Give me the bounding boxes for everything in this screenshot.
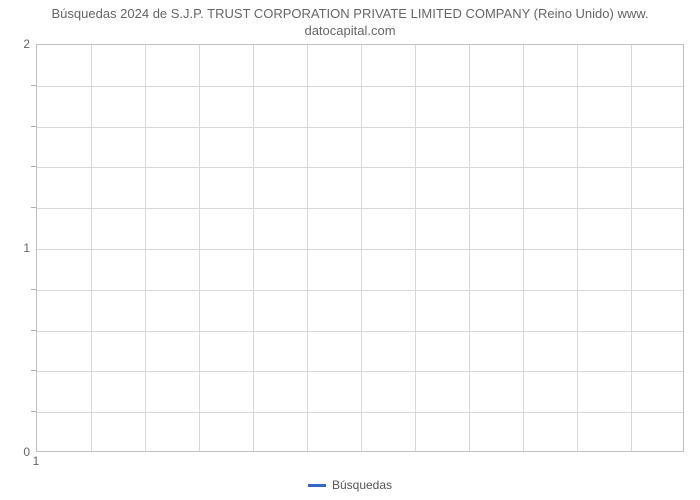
ytick-minor: [31, 166, 36, 167]
legend-swatch: [308, 484, 326, 487]
ytick-minor: [31, 411, 36, 412]
gridline-vertical: [523, 45, 524, 451]
gridline-vertical: [469, 45, 470, 451]
gridline-vertical: [91, 45, 92, 451]
chart-title-line2: datocapital.com: [304, 23, 395, 38]
gridline-vertical: [307, 45, 308, 451]
plot-area: [36, 44, 684, 452]
gridline-vertical: [577, 45, 578, 451]
chart-title-line1: Búsquedas 2024 de S.J.P. TRUST CORPORATI…: [52, 6, 649, 21]
gridline-vertical: [199, 45, 200, 451]
gridline-horizontal-minor: [37, 371, 683, 372]
gridline-horizontal-minor: [37, 86, 683, 87]
legend-label: Búsquedas: [332, 478, 392, 492]
gridline-horizontal-minor: [37, 167, 683, 168]
gridline-horizontal-minor: [37, 127, 683, 128]
gridline-vertical: [145, 45, 146, 451]
ytick-minor: [31, 126, 36, 127]
ytick-minor: [31, 330, 36, 331]
ytick-label: 2: [10, 37, 30, 51]
gridline-vertical: [415, 45, 416, 451]
chart-title: Búsquedas 2024 de S.J.P. TRUST CORPORATI…: [0, 6, 700, 40]
gridline-vertical: [253, 45, 254, 451]
ytick-minor: [31, 289, 36, 290]
gridline-horizontal-minor: [37, 290, 683, 291]
gridline-horizontal-minor: [37, 412, 683, 413]
chart-container: Búsquedas 2024 de S.J.P. TRUST CORPORATI…: [0, 0, 700, 500]
ytick-label: 1: [10, 241, 30, 255]
gridline-horizontal-minor: [37, 208, 683, 209]
gridline-vertical: [361, 45, 362, 451]
xtick-label: 1: [33, 454, 40, 468]
gridline-horizontal: [37, 249, 683, 250]
ytick-minor: [31, 370, 36, 371]
ytick-minor: [31, 85, 36, 86]
ytick-label: 0: [10, 445, 30, 459]
gridline-horizontal-minor: [37, 331, 683, 332]
ytick-minor: [31, 207, 36, 208]
legend: Búsquedas: [0, 478, 700, 492]
gridline-vertical: [631, 45, 632, 451]
